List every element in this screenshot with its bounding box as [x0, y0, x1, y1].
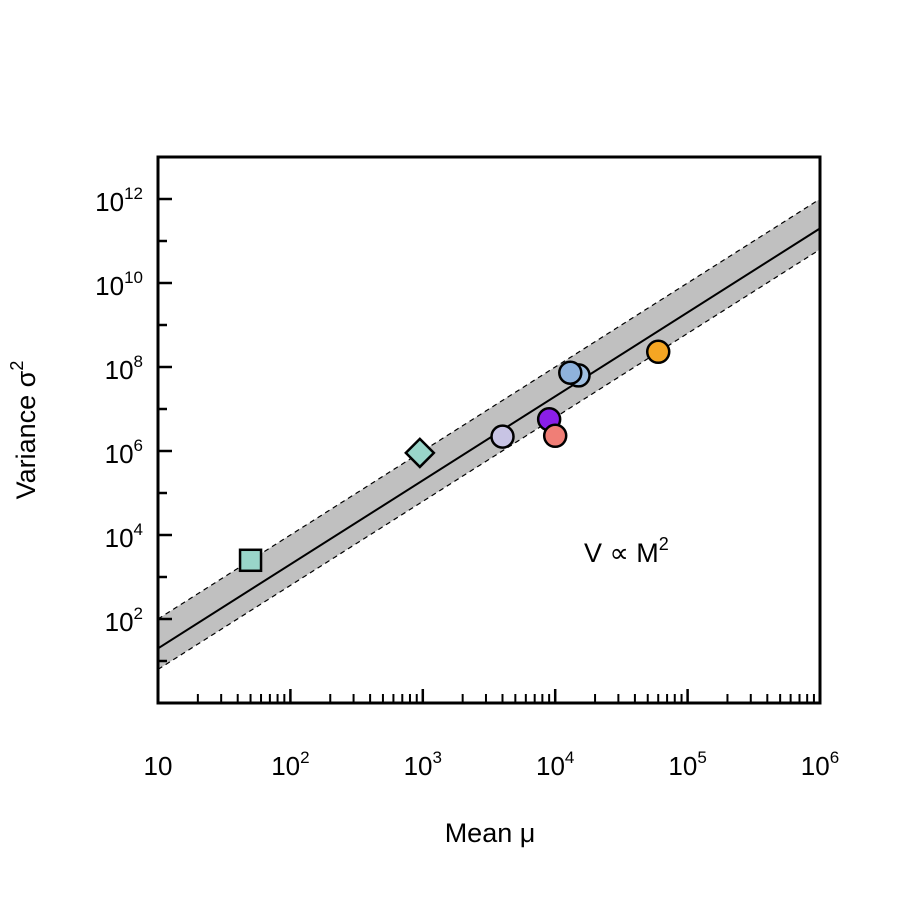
y-tick-label: 104: [105, 520, 143, 553]
data-point-square: [238, 548, 263, 573]
y-axis-title: Variance σ2: [7, 361, 41, 500]
x-tick-label-base: 10: [271, 751, 300, 781]
y-tick-label: 106: [105, 436, 143, 469]
annotation: V ∝ M2: [584, 534, 669, 568]
confidence-band: [158, 199, 820, 670]
annotation-text: V ∝ M: [584, 538, 659, 568]
x-tick-label-exp: 5: [697, 748, 706, 767]
y-tick-label-exp: 2: [134, 604, 143, 623]
annotation-superscript: 2: [659, 534, 669, 554]
x-tick-label: 105: [668, 748, 706, 781]
data-point-circle: [490, 424, 515, 449]
fit-line: [158, 227, 820, 650]
y-tick-label-base: 10: [105, 523, 134, 553]
y-axis-title-superscript: 2: [7, 361, 27, 371]
y-tick-label-exp: 4: [134, 520, 143, 539]
x-tick-label: 104: [536, 748, 574, 781]
fit-lines: [158, 198, 820, 670]
y-axis-title-text: Variance σ: [11, 370, 41, 499]
data-point-circle: [542, 423, 568, 449]
x-tick-label: 103: [404, 748, 442, 781]
x-tick-label-base: 10: [668, 751, 697, 781]
x-tick-label-base: 10: [536, 751, 565, 781]
x-tick-label-exp: 4: [565, 748, 574, 767]
x-tick-label-base: 10: [144, 751, 173, 781]
band-upper-edge: [158, 198, 820, 620]
band-area: [158, 199, 820, 670]
plot-frame: [156, 155, 822, 705]
data-point-circle: [558, 360, 583, 385]
x-tick-label-base: 10: [801, 751, 830, 781]
x-tick-label-exp: 6: [830, 748, 839, 767]
y-tick-label-exp: 6: [134, 436, 143, 455]
data-point-diamond: [404, 437, 436, 469]
y-tick-label-base: 10: [105, 355, 134, 385]
y-tick-label: 1012: [95, 184, 143, 217]
x-axis-title: Mean μ: [445, 818, 536, 848]
y-tick-label-base: 10: [105, 607, 134, 637]
y-tick-label-base: 10: [105, 439, 134, 469]
y-tick-label-base: 10: [95, 271, 124, 301]
y-tick-label-base: 10: [95, 187, 124, 217]
data-points: [238, 339, 671, 573]
x-tick-label: 106: [801, 748, 839, 781]
y-tick-label-exp: 8: [134, 352, 143, 371]
x-tick-label-exp: 2: [300, 748, 309, 767]
x-tick-label-base: 10: [404, 751, 433, 781]
y-tick-label-exp: 12: [124, 184, 143, 203]
y-tick-label-exp: 10: [124, 268, 143, 287]
x-tick-label: 10: [144, 751, 173, 781]
band-lower-edge: [158, 248, 820, 670]
y-tick-label: 102: [105, 604, 143, 637]
y-tick-label: 108: [105, 352, 143, 385]
x-tick-label: 102: [271, 748, 309, 781]
y-tick-label: 1010: [95, 268, 143, 301]
x-tick-label-exp: 3: [433, 748, 442, 767]
axis-ticks: [156, 155, 822, 705]
data-point-circle: [645, 339, 671, 365]
